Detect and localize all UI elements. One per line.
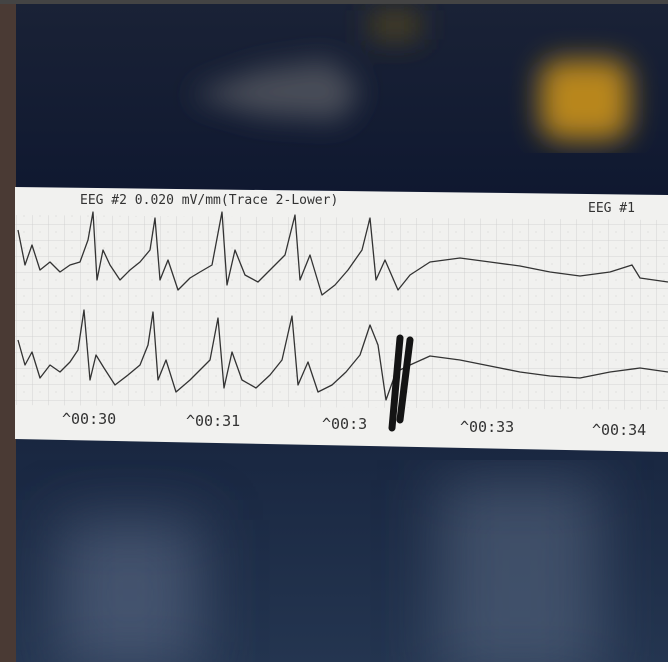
blurred-reflections xyxy=(60,480,600,662)
time-label: ^00:34 xyxy=(592,421,646,439)
channel-label: EEG #1 xyxy=(588,201,635,216)
trace-lower xyxy=(17,309,668,401)
blurred-objects xyxy=(190,10,630,140)
time-label: ^00:30 xyxy=(62,410,116,428)
time-label: ^00:33 xyxy=(460,418,514,436)
time-label: ^00:3 xyxy=(322,415,367,433)
eeg-traces xyxy=(17,211,668,401)
top-edge xyxy=(0,0,668,4)
time-labels: ^00:30 ^00:31 ^00:3 ^00:33 ^00:34 xyxy=(62,410,646,439)
strip-header: EEG #2 0.020 mV/mm(Trace 2-Lower) xyxy=(80,193,338,208)
trace-upper xyxy=(17,211,668,296)
left-edge xyxy=(0,0,16,662)
marker-stroke xyxy=(388,334,414,432)
time-label: ^00:31 xyxy=(186,412,240,430)
